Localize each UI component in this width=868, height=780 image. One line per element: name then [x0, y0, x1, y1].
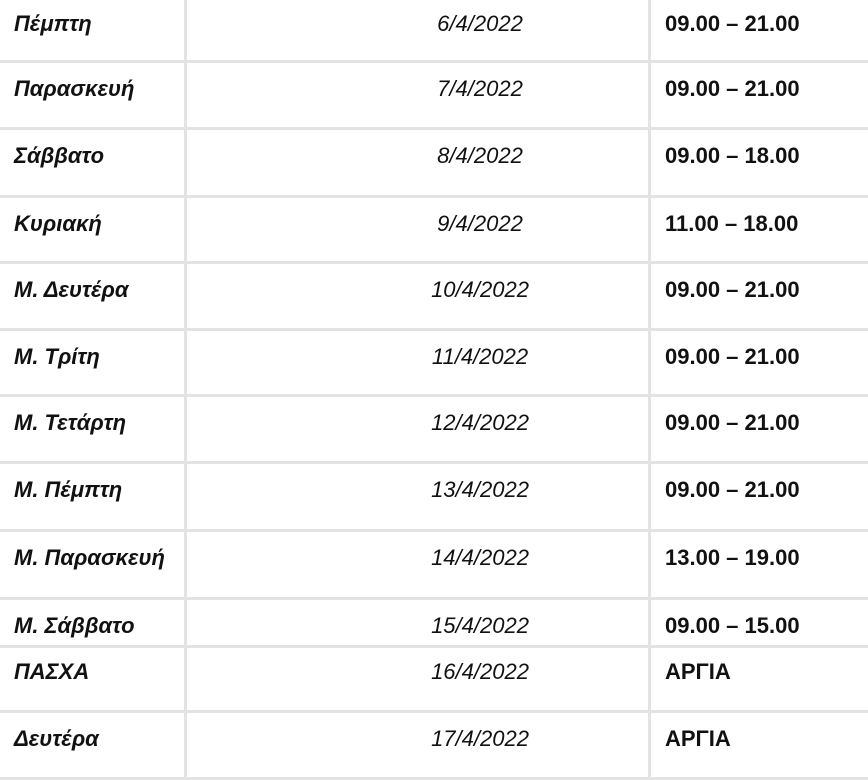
- hours-cell: 09.00 – 15.00: [665, 613, 800, 638]
- date-text: 8/4/2022: [437, 143, 523, 168]
- table-row: Μ. Δευτέρα 10/4/2022 09.00 – 21.00: [0, 264, 868, 331]
- table-row: Πέμπτη 6/4/2022 09.00 – 21.00: [0, 0, 868, 63]
- day-cell: Δευτέρα: [0, 713, 187, 777]
- hours-cell: 09.00 – 21.00: [665, 76, 800, 101]
- date-cell: 17/4/2022: [187, 713, 651, 777]
- hours-cell: ΑΡΓΙΑ: [665, 659, 731, 684]
- day-cell: Πέμπτη: [0, 0, 187, 60]
- date-text: 9/4/2022: [437, 211, 523, 236]
- day-cell: Μ. Παρασκευή: [0, 532, 187, 597]
- table-row: ΠΑΣΧΑ 16/4/2022 ΑΡΓΙΑ: [0, 648, 868, 713]
- date-cell: 16/4/2022: [187, 648, 651, 710]
- hours-cell: 13.00 – 19.00: [665, 545, 800, 570]
- hours-cell: 09.00 – 21.00: [665, 11, 800, 36]
- date-cell: 12/4/2022: [187, 397, 651, 461]
- table-row: Μ. Τετάρτη 12/4/2022 09.00 – 21.00: [0, 397, 868, 464]
- date-text: 12/4/2022: [431, 410, 529, 435]
- date-text: 10/4/2022: [431, 277, 529, 302]
- date-cell: 11/4/2022: [187, 331, 651, 394]
- table-row: Σάββατο 8/4/2022 09.00 – 18.00: [0, 130, 868, 198]
- table-row: Παρασκευή 7/4/2022 09.00 – 21.00: [0, 63, 868, 130]
- day-cell: Μ. Τετάρτη: [0, 397, 187, 461]
- table-row: Μ. Παρασκευή 14/4/2022 13.00 – 19.00: [0, 532, 868, 600]
- day-cell: Μ. Δευτέρα: [0, 264, 187, 328]
- day-cell: ΠΑΣΧΑ: [0, 648, 187, 710]
- table-row: Κυριακή 9/4/2022 11.00 – 18.00: [0, 198, 868, 264]
- table-row: Μ. Σάββατο 15/4/2022 09.00 – 15.00: [0, 600, 868, 648]
- date-cell: 14/4/2022: [187, 532, 651, 597]
- day-cell: Μ. Σάββατο: [0, 600, 187, 645]
- hours-cell: 09.00 – 21.00: [665, 477, 800, 502]
- table-row: Μ. Πέμπτη 13/4/2022 09.00 – 21.00: [0, 464, 868, 532]
- date-cell: 10/4/2022: [187, 264, 651, 328]
- hours-cell: 09.00 – 18.00: [665, 143, 800, 168]
- date-text: 15/4/2022: [431, 613, 529, 638]
- date-cell: 6/4/2022: [187, 0, 651, 60]
- hours-cell: 09.00 – 21.00: [665, 344, 800, 369]
- table-row: Δευτέρα 17/4/2022 ΑΡΓΙΑ: [0, 713, 868, 780]
- day-cell: Παρασκευή: [0, 63, 187, 127]
- day-cell: Μ. Πέμπτη: [0, 464, 187, 529]
- table-row: Μ. Τρίτη 11/4/2022 09.00 – 21.00: [0, 331, 868, 397]
- date-cell: 8/4/2022: [187, 130, 651, 195]
- hours-cell: ΑΡΓΙΑ: [665, 726, 731, 751]
- date-text: 6/4/2022: [437, 11, 523, 36]
- date-text: 13/4/2022: [431, 477, 529, 502]
- date-cell: 9/4/2022: [187, 198, 651, 261]
- date-text: 16/4/2022: [431, 659, 529, 684]
- date-cell: 13/4/2022: [187, 464, 651, 529]
- day-cell: Μ. Τρίτη: [0, 331, 187, 394]
- date-cell: 7/4/2022: [187, 63, 651, 127]
- date-text: 14/4/2022: [431, 545, 529, 570]
- day-cell: Σάββατο: [0, 130, 187, 195]
- date-cell: 15/4/2022: [187, 600, 651, 645]
- day-cell: Κυριακή: [0, 198, 187, 261]
- date-text: 17/4/2022: [431, 726, 529, 751]
- hours-cell: 09.00 – 21.00: [665, 277, 800, 302]
- date-text: 7/4/2022: [437, 76, 523, 101]
- hours-cell: 11.00 – 18.00: [665, 211, 799, 236]
- hours-cell: 09.00 – 21.00: [665, 410, 800, 435]
- date-text: 11/4/2022: [431, 344, 529, 369]
